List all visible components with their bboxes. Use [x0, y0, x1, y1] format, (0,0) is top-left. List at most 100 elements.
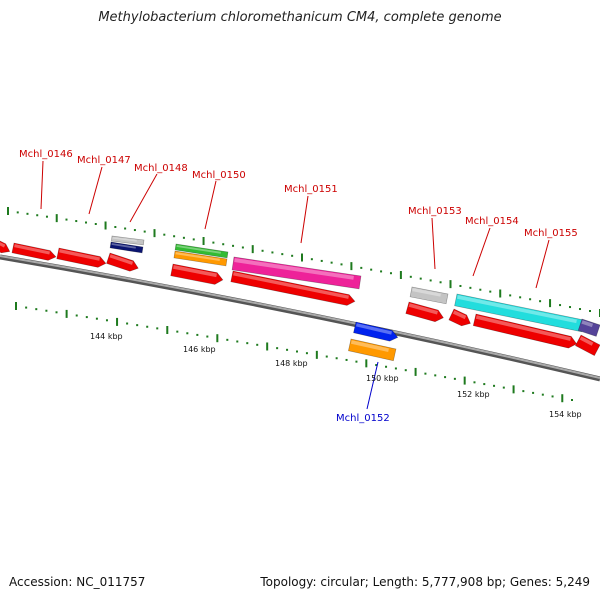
feature-shine — [173, 265, 217, 278]
minor-tick — [143, 230, 146, 233]
minor-tick — [370, 268, 373, 271]
minor-tick — [124, 227, 127, 230]
gene-label: Mchl_0151 — [284, 184, 338, 195]
minor-tick — [212, 241, 215, 244]
major-tick — [549, 299, 552, 308]
minor-tick — [453, 377, 456, 380]
minor-tick — [340, 263, 343, 266]
gene-label: Mchl_0153 — [408, 206, 462, 217]
feature-block — [170, 263, 224, 285]
feature-shine — [176, 245, 221, 254]
minor-tick — [571, 399, 573, 401]
feature-shape — [348, 338, 397, 362]
gene-label: Mchl_0148 — [134, 163, 188, 174]
minor-tick — [241, 246, 244, 249]
minor-tick — [532, 391, 535, 394]
feature-shine — [457, 295, 577, 324]
minor-tick — [146, 325, 149, 328]
minor-tick — [95, 317, 98, 320]
feature-shape — [0, 239, 11, 254]
minor-tick — [196, 333, 199, 336]
minor-tick — [226, 338, 229, 341]
minor-tick — [559, 304, 562, 307]
gene-label: Mchl_0146 — [19, 149, 73, 160]
kbp-tick-labels: 144 kbp 146 kbp 148 kbp 150 kbp 152 kbp 154 k… — [90, 332, 582, 419]
feature-block — [109, 241, 144, 254]
feature-block — [106, 252, 139, 272]
feature-block — [174, 243, 229, 259]
minor-tick — [45, 309, 48, 312]
feature-shape — [174, 243, 229, 259]
minor-tick — [25, 306, 28, 309]
feature-shine — [109, 254, 134, 265]
minor-tick — [35, 308, 38, 311]
major-tick — [116, 317, 119, 326]
minor-tick — [156, 327, 159, 330]
label-leader-lines — [40, 160, 550, 410]
minor-tick — [489, 290, 492, 293]
feature-shine — [356, 323, 392, 335]
backbone-highlight — [0, 255, 600, 379]
major-tick — [7, 207, 9, 215]
feature-shape — [56, 247, 107, 268]
gene-label: Mchl_0154 — [465, 216, 519, 227]
major-tick — [216, 334, 219, 343]
major-tick — [399, 271, 402, 279]
minor-tick — [429, 279, 432, 282]
accession-text: Accession: NC_011757 — [9, 575, 146, 589]
minor-tick — [551, 395, 554, 398]
major-tick — [561, 394, 564, 403]
feature-shape — [173, 250, 228, 267]
minor-tick — [271, 251, 274, 254]
genome-backbone — [0, 254, 600, 382]
genome-summary-text: Topology: circular; Length: 5,777,908 bp… — [260, 575, 590, 589]
minor-tick — [473, 381, 476, 384]
minor-tick — [176, 330, 179, 333]
minor-tick — [360, 266, 363, 269]
feature-shine — [233, 272, 349, 299]
minor-tick — [281, 253, 284, 256]
kbp-tick-label: 144 kbp — [90, 332, 123, 341]
gene-label: Mchl_0147 — [77, 155, 131, 166]
leader-line — [88, 166, 103, 215]
feature-shape — [231, 256, 362, 290]
minor-tick — [529, 298, 532, 301]
minor-tick — [385, 365, 388, 368]
minor-tick — [163, 233, 166, 236]
feature-block — [454, 293, 585, 333]
minor-tick — [522, 390, 525, 393]
feature-shine — [412, 288, 441, 297]
feature-shine — [0, 241, 6, 248]
minor-tick — [380, 270, 383, 273]
major-tick — [15, 302, 17, 310]
minor-tick — [94, 223, 97, 226]
minor-tick — [173, 235, 176, 238]
minor-tick — [541, 393, 544, 396]
minor-tick — [502, 386, 505, 389]
major-tick — [104, 221, 107, 230]
minor-tick — [256, 343, 259, 346]
minor-tick — [232, 244, 235, 247]
major-tick — [55, 214, 58, 223]
feature-block — [11, 242, 57, 261]
minor-tick — [236, 340, 239, 343]
minor-tick — [509, 294, 512, 297]
feature-shine — [234, 258, 354, 280]
minor-tick — [246, 342, 249, 345]
minor-tick — [186, 332, 189, 335]
major-tick — [202, 237, 205, 245]
feature-shape — [106, 252, 139, 272]
kbp-tick-label: 152 kbp — [457, 390, 490, 399]
minor-tick — [444, 376, 447, 379]
kbp-tick-label: 146 kbp — [183, 345, 216, 354]
feature-block — [111, 235, 145, 246]
minor-tick — [419, 277, 422, 280]
leader-line — [366, 361, 379, 410]
minor-tick — [105, 319, 108, 322]
minor-tick — [310, 258, 313, 261]
major-tick — [365, 359, 368, 368]
minor-tick — [479, 288, 482, 291]
major-tick — [251, 245, 254, 254]
